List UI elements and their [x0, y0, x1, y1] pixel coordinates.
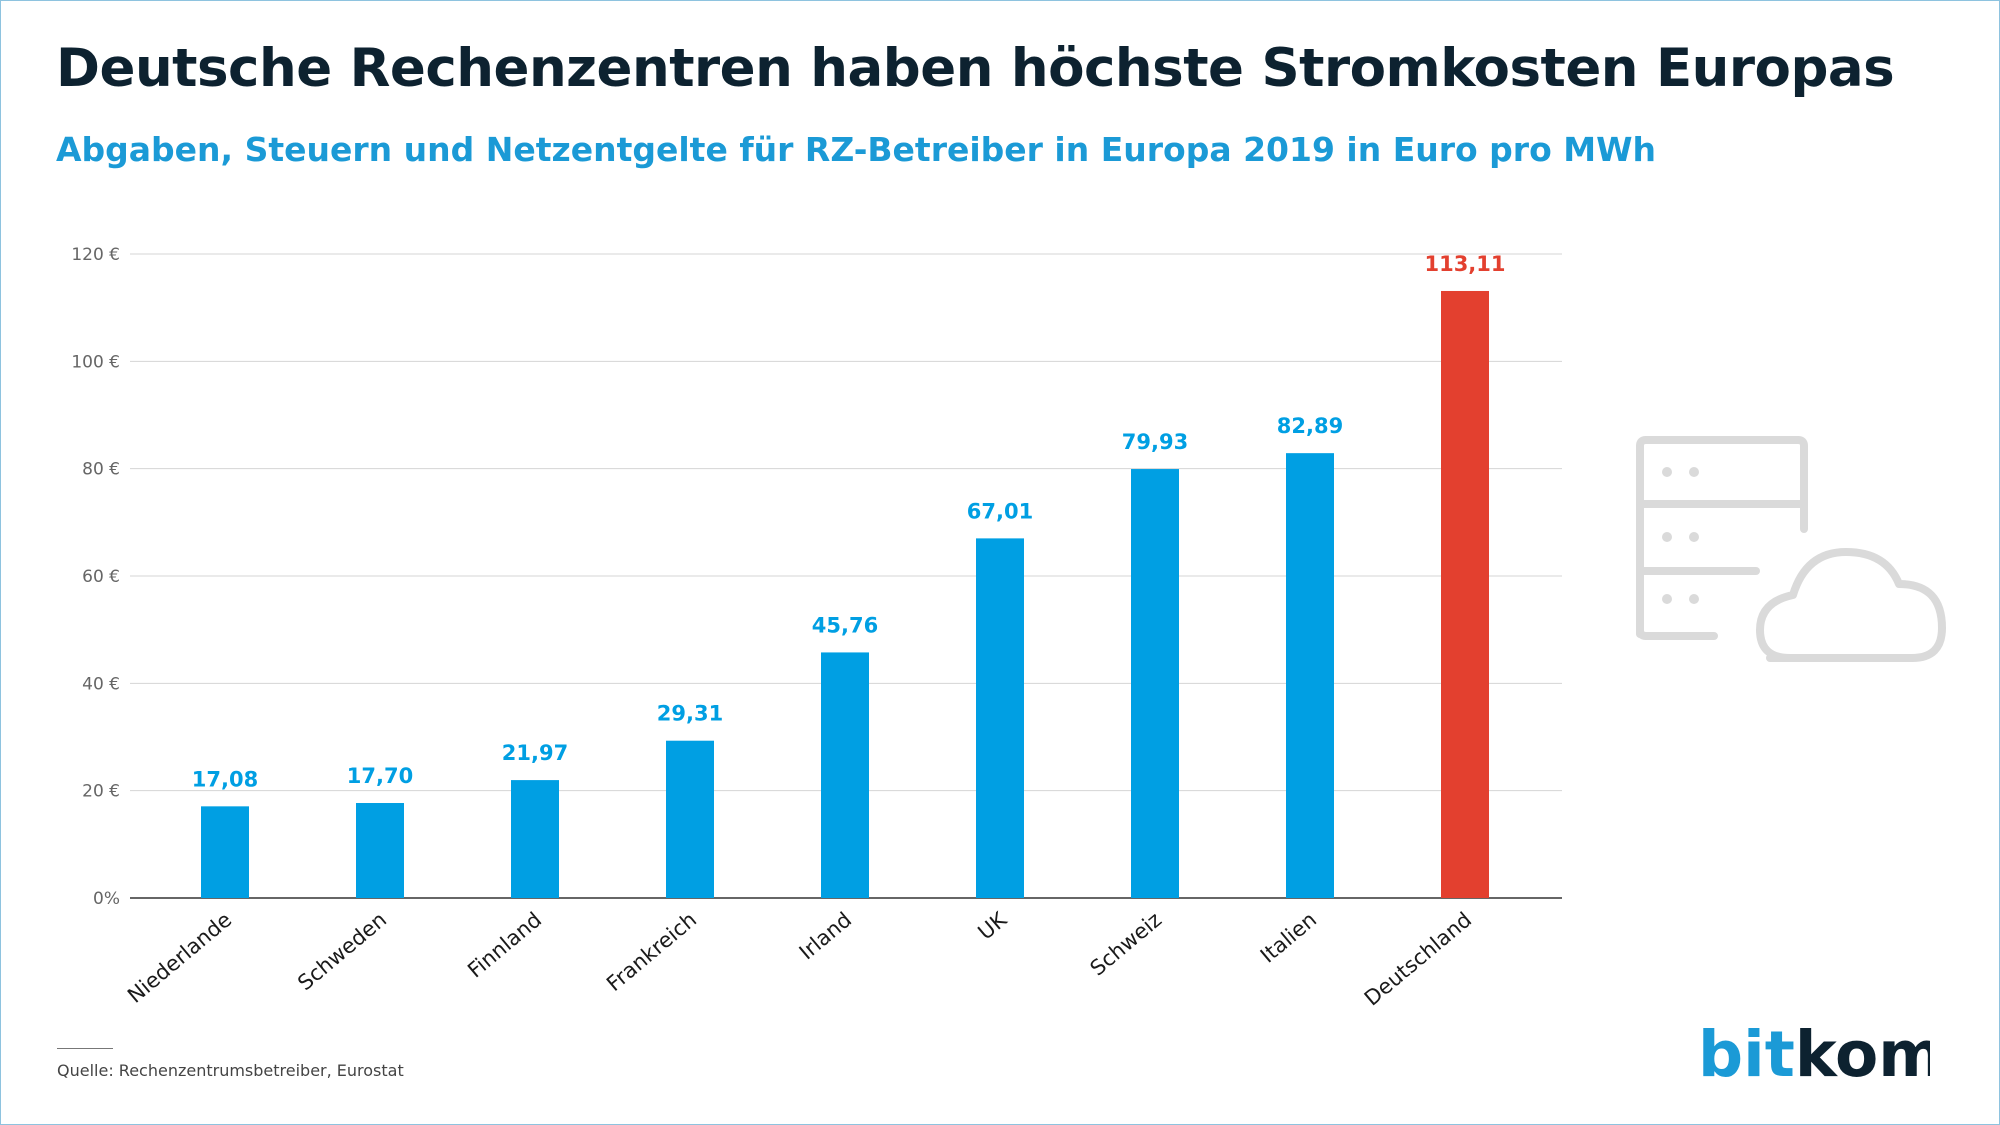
bar: [201, 806, 249, 898]
bar: [666, 740, 714, 898]
x-axis-labels: Niederlande Schweden Finnland Frankreich Irl…: [123, 907, 1476, 1011]
value-labels: 17,08 17,70 21,97 29,31 45,76 67,01 79,93 82,89…: [192, 252, 1506, 791]
value-label: 113,11: [1424, 252, 1505, 276]
bar: [821, 652, 869, 898]
source-note: Quelle: Rechenzentrumsbetreiber, Eurosta…: [57, 1061, 404, 1080]
bar: [1286, 453, 1334, 898]
value-label: 17,70: [347, 764, 413, 788]
x-tick-label: Niederlande: [123, 907, 236, 1007]
y-tick-label: 40 €: [82, 674, 120, 694]
x-tick-label: Italien: [1256, 907, 1321, 967]
value-label: 17,08: [192, 767, 258, 791]
x-tick-label: Irland: [795, 907, 857, 964]
value-label: 82,89: [1277, 414, 1343, 438]
value-label: 21,97: [502, 741, 568, 765]
value-label: 29,31: [657, 702, 723, 726]
value-label: 67,01: [967, 499, 1033, 523]
bar: [1131, 469, 1179, 898]
y-tick-label: 120 €: [71, 245, 120, 265]
chart-title: Deutsche Rechenzentren haben höchste Str…: [56, 38, 1895, 99]
logo-kom: kom: [1795, 1020, 1930, 1086]
bars: [201, 290, 1489, 898]
logo-bit: bit: [1698, 1020, 1795, 1086]
server-cloud-icon: [1636, 436, 1946, 662]
y-tick-label: 20 €: [82, 782, 120, 802]
value-label: 79,93: [1122, 430, 1188, 454]
x-tick-label: Schweiz: [1086, 907, 1167, 980]
grid: 0% 20 € 40 € 60 € 80 € 100 € 120 €: [71, 245, 1562, 909]
bar: [511, 780, 559, 898]
x-tick-label: UK: [973, 907, 1012, 945]
bar: [1441, 290, 1489, 898]
y-tick-label: 100 €: [71, 352, 120, 372]
source-divider: [57, 1048, 113, 1049]
chart-subtitle: Abgaben, Steuern und Netzentgelte für RZ…: [56, 130, 1656, 169]
x-tick-label: Deutschland: [1360, 907, 1476, 1010]
svg-text:bitkom: bitkom: [1698, 1020, 1930, 1086]
y-tick-label: 0%: [93, 889, 120, 909]
x-tick-label: Frankreich: [602, 907, 701, 996]
value-label: 45,76: [812, 613, 878, 637]
x-tick-label: Finnland: [463, 907, 546, 982]
y-tick-label: 80 €: [82, 460, 120, 480]
bar: [356, 803, 404, 898]
bar: [976, 538, 1024, 898]
bitkom-logo: bitkom: [1698, 1020, 1930, 1086]
x-tick-label: Schweden: [293, 907, 391, 995]
y-tick-label: 60 €: [82, 567, 120, 587]
